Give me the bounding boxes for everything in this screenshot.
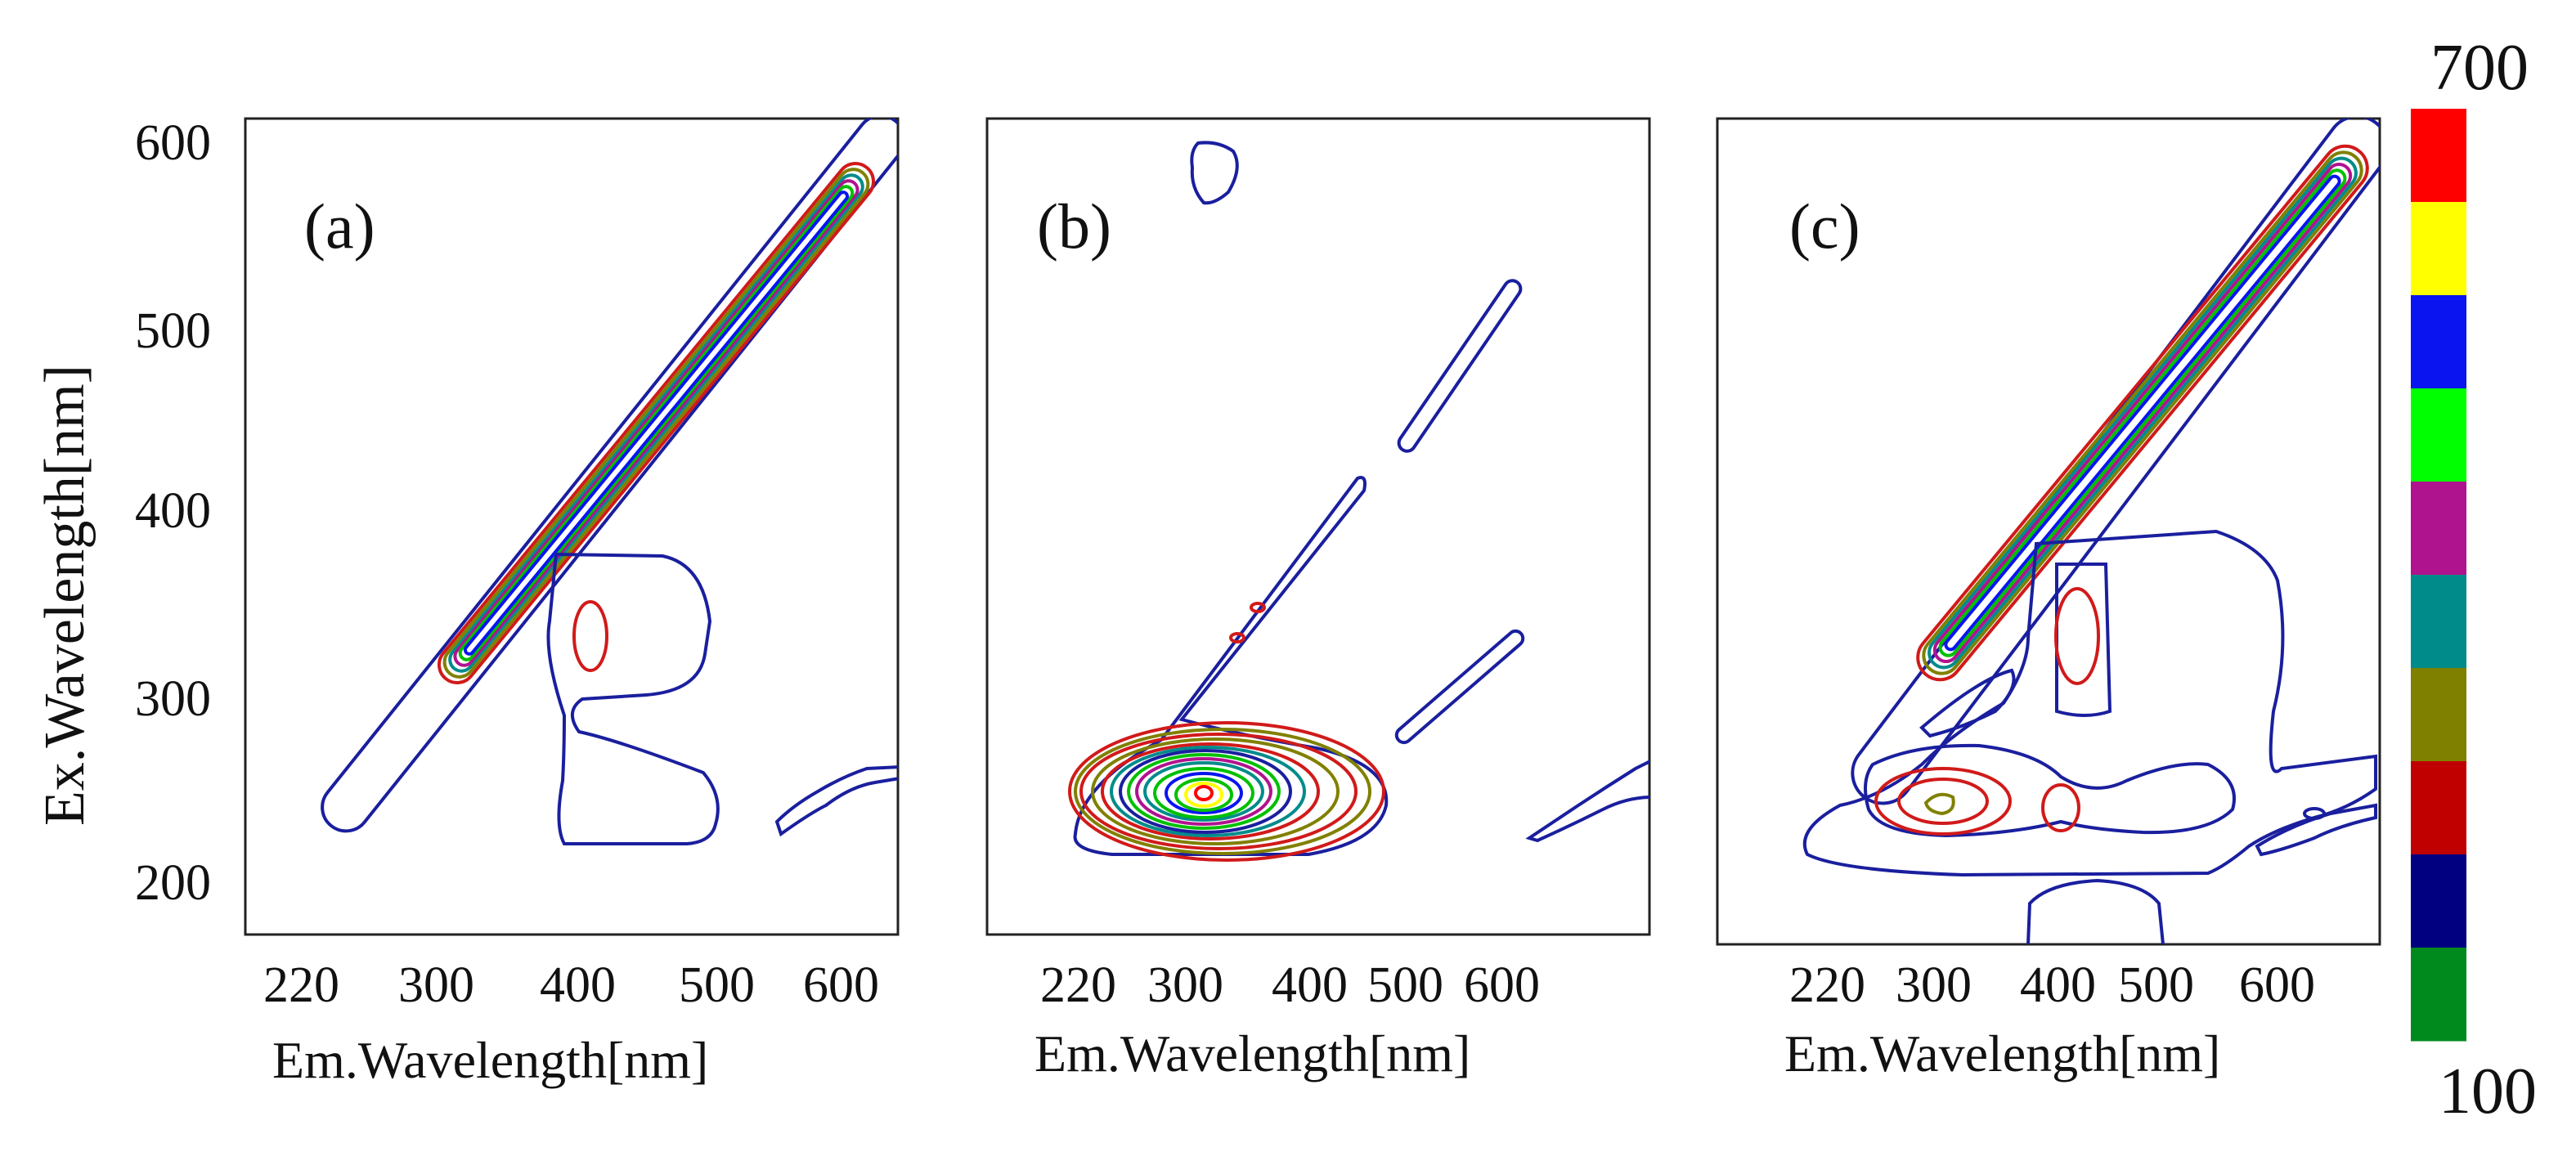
colorbar-segment [2411,482,2466,576]
panel-a-frame [244,117,900,936]
colorbar-segment [2411,202,2466,296]
panel-a-scatter-outer-contour [321,119,898,833]
panel-c-scatter-contour [1928,156,2358,670]
x-tick-label: 600 [803,957,879,1013]
x-tick-label: 500 [679,957,755,1013]
colorbar-segment [2411,761,2466,855]
panel-b-contour-level1 [1190,141,1239,205]
panel-b-peak-contour [1143,761,1264,822]
x-tick-label: 220 [263,957,339,1013]
colorbar-min-label: 100 [2439,1056,2537,1127]
panel-b-contour-level2 [1250,602,1266,613]
panel-a-scatter-contour [458,185,855,661]
panel-b-scatter-contour [1397,279,1523,453]
panel-a-scatter-contour [442,168,870,679]
panel-b-peak-contour [1091,737,1340,845]
panel-b-peak-contour [1194,785,1214,801]
panel-a-scatter-contour [448,173,864,673]
panel-label-c: (c) [1789,191,1860,262]
colorbar-segment [2411,575,2466,669]
panel-c-scatter-contour [1944,174,2341,652]
panel-b-frame [985,117,1651,936]
panel-b-peak-contour [1068,721,1385,862]
x-tick-label: 400 [2020,957,2096,1013]
y-tick-label: 400 [135,483,211,539]
x-axis-title: Em.Wavelength[nm] [272,1031,709,1089]
panel-b-peak-contour [1119,749,1292,834]
panel-a-contour-level1 [774,765,898,837]
x-tick-label: 400 [540,957,616,1013]
panel-b-peak-contour [1101,742,1320,840]
x-tick-label: 220 [1040,957,1116,1013]
x-tick-label: 400 [1272,957,1348,1013]
x-tick-label: 300 [1147,957,1223,1013]
panel-b-peak-contour [1127,753,1281,830]
panel-b-peak-contour [1079,733,1358,850]
panel-label-b: (b) [1037,191,1111,262]
panel-c-contour-level1 [2303,807,2326,820]
x-tick-label: 300 [398,957,474,1013]
panel-c-scatter-contour [1916,144,2369,682]
panel-b-peak-contour [1165,772,1243,814]
panel-b-scatter-contour [1394,629,1525,745]
colorbar-segment [2411,854,2466,948]
panel-b-peak-contour [1074,728,1371,855]
colorbar-segment [2411,948,2466,1042]
x-tick-label: 500 [2118,957,2194,1013]
panel-b-peak-contour [1135,757,1272,826]
y-tick-label: 600 [135,115,211,171]
panel-c-contour-level2 [2054,587,2100,685]
panel-c-plot [1802,119,2380,944]
colorbar-segment [2411,388,2466,482]
panel-c-frame [1716,117,2381,946]
panel-b-contour-level1 [1073,476,1389,856]
panel-c-contour-level2 [1874,767,2012,836]
panel-c-contour-level1 [2255,803,2377,857]
colorbar-segment [2411,668,2466,762]
x-tick-label: 600 [2239,957,2315,1013]
y-tick-label: 500 [135,303,211,359]
panel-b-peak-contour [1153,767,1254,819]
panel-b-contour-level1 [1525,760,1649,843]
panel-label-a: (a) [304,191,375,262]
y-tick-label: 200 [135,855,211,911]
x-tick-label: 300 [1896,957,1972,1013]
panel-a-contour-level1 [546,552,720,845]
panel-a-contour-level2 [572,600,608,672]
x-axis-title: Em.Wavelength[nm] [1034,1024,1471,1083]
panel-c-scatter-contour [1932,162,2353,664]
panel-a-plot [321,119,898,845]
panel-b-peak-contour [1110,746,1306,837]
panel-c-contour-level1 [2026,878,2165,944]
panel-c-scatter-contour [1938,168,2347,657]
panel-a-scatter-contour [437,161,876,685]
panel-c-contour-level1 [2055,563,2112,717]
panel-c-contour-level3 [1923,792,1955,816]
y-tick-label: 300 [135,671,211,727]
panel-c-contour-level2 [1897,778,1989,825]
panel-a-scatter-contour [453,179,859,667]
x-tick-label: 600 [1464,957,1540,1013]
panel-b-plot [1068,141,1649,862]
panel-b-contour-level2 [1229,632,1245,643]
x-tick-label: 220 [1789,957,1865,1013]
panel-a-scatter-contour [463,191,850,656]
panel-b-peak-contour [1174,778,1233,812]
y-axis-title: Ex.Wavelength[nm] [34,365,96,826]
panel-c-contour-level2 [2041,783,2080,832]
panel-c-scatter-contour [1922,150,2363,675]
x-axis-title: Em.Wavelength[nm] [1784,1024,2221,1083]
colorbar-segment [2411,109,2466,203]
x-tick-label: 500 [1367,957,1443,1013]
panel-c-contour-level1 [1919,668,2016,738]
panel-b-peak-contour [1184,782,1223,808]
colorbar-max-label: 700 [2430,32,2529,104]
panel-c-contour-level1 [1802,529,2377,877]
colorbar-segment [2411,295,2466,389]
